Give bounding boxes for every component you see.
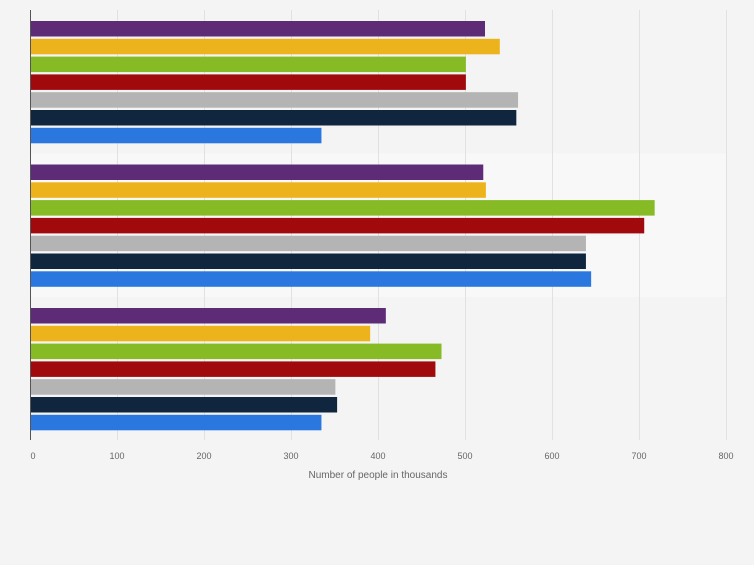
bar[interactable] bbox=[30, 92, 519, 108]
x-tick-label: 500 bbox=[457, 451, 472, 461]
x-tick-label: 300 bbox=[283, 451, 298, 461]
bar[interactable] bbox=[30, 164, 484, 181]
bar[interactable] bbox=[30, 21, 486, 37]
bar[interactable] bbox=[30, 182, 486, 198]
bar[interactable] bbox=[30, 414, 322, 431]
x-tick-label: 700 bbox=[631, 451, 646, 461]
x-tick-label: 200 bbox=[196, 451, 211, 461]
bar[interactable] bbox=[30, 74, 466, 90]
x-tick-label: 100 bbox=[109, 451, 124, 461]
bar[interactable] bbox=[30, 253, 586, 270]
bar[interactable] bbox=[30, 127, 322, 144]
bar[interactable] bbox=[30, 38, 500, 55]
bar[interactable] bbox=[30, 379, 336, 395]
bar[interactable] bbox=[30, 235, 586, 252]
x-tick-label: 600 bbox=[544, 451, 559, 461]
bar[interactable] bbox=[30, 200, 655, 216]
bar[interactable] bbox=[30, 110, 517, 126]
x-axis-title: Number of people in thousands bbox=[309, 470, 448, 481]
bar[interactable] bbox=[30, 361, 436, 377]
x-tick-label: 800 bbox=[718, 451, 733, 461]
bar[interactable] bbox=[30, 56, 466, 73]
bar[interactable] bbox=[30, 271, 592, 287]
bars bbox=[30, 21, 655, 431]
bar[interactable] bbox=[30, 217, 645, 234]
bar[interactable] bbox=[30, 343, 442, 360]
x-tick-label: 0 bbox=[30, 451, 35, 461]
bar[interactable] bbox=[30, 308, 386, 324]
bar[interactable] bbox=[30, 397, 338, 413]
x-tick-label: 400 bbox=[370, 451, 385, 461]
bar[interactable] bbox=[30, 325, 371, 342]
x-tick-labels: 0 100 200 300 400 500 600 700 800 bbox=[30, 451, 733, 461]
